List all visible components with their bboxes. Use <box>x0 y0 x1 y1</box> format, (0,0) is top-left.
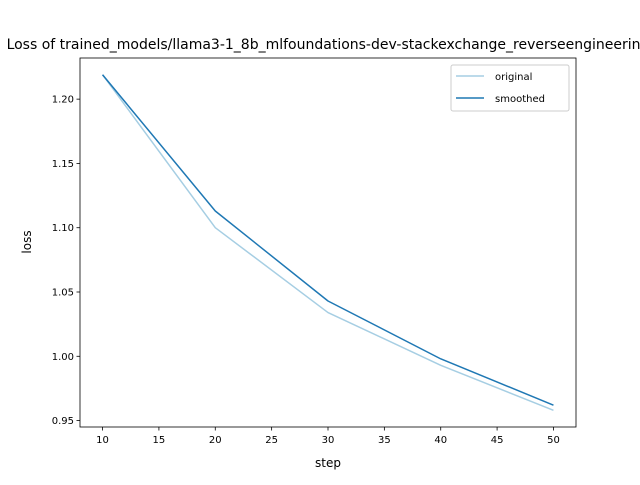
legend: original smoothed <box>451 65 569 111</box>
x-tick-label: 50 <box>547 435 560 446</box>
x-tick-label: 30 <box>322 435 335 446</box>
y-tick-label: 1.15 <box>52 159 74 170</box>
x-tick-label: 45 <box>491 435 504 446</box>
chart-title: Loss of trained_models/llama3-1_8b_mlfou… <box>7 37 640 53</box>
x-tick-label: 20 <box>209 435 222 446</box>
y-tick-label: 1.10 <box>52 223 74 234</box>
y-tick-label: 1.20 <box>52 95 74 106</box>
x-tick-label: 10 <box>96 435 109 446</box>
y-axis-label: loss <box>20 230 34 253</box>
x-tick-label: 35 <box>378 435 391 446</box>
x-tick-label: 25 <box>265 435 278 446</box>
legend-label-smoothed: smoothed <box>495 94 545 105</box>
y-tick-label: 1.05 <box>52 288 74 299</box>
x-tick-label: 40 <box>434 435 447 446</box>
y-tick-label: 1.00 <box>52 352 74 363</box>
legend-label-original: original <box>495 72 532 83</box>
x-tick-label: 15 <box>153 435 166 446</box>
y-tick-label: 0.95 <box>52 416 74 427</box>
x-axis-label: step <box>315 456 341 470</box>
